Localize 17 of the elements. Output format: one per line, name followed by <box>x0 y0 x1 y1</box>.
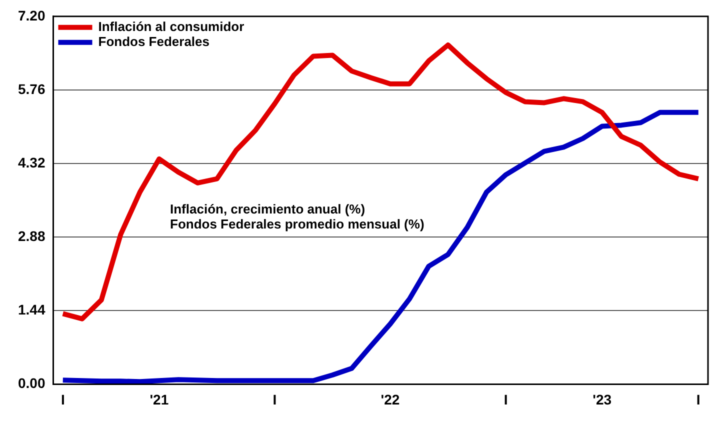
y-tick-label: 4.32 <box>18 154 46 170</box>
x-tick-label: I <box>60 391 65 408</box>
x-tick-label: I <box>696 391 700 408</box>
x-tick-label: I <box>272 391 277 408</box>
x-tick-label: I <box>504 391 508 408</box>
y-tick-label: 0.00 <box>18 375 46 392</box>
y-tick-label: 2.88 <box>18 228 46 244</box>
annotation: Inflación, crecimiento anual (%) <box>170 202 366 217</box>
annotation: Fondos Federales promedio mensual (%) <box>170 216 424 232</box>
legend-label: Inflación al consumidor <box>98 18 244 34</box>
x-tick-label: '21 <box>150 391 169 408</box>
y-tick-label: 1.44 <box>18 302 46 318</box>
y-tick-label: 7.20 <box>18 7 46 24</box>
legend-label: Fondos Federales <box>98 34 210 49</box>
x-tick-label: '23 <box>592 391 612 408</box>
y-tick-label: 5.76 <box>18 80 46 97</box>
x-tick-label: '22 <box>380 391 400 408</box>
